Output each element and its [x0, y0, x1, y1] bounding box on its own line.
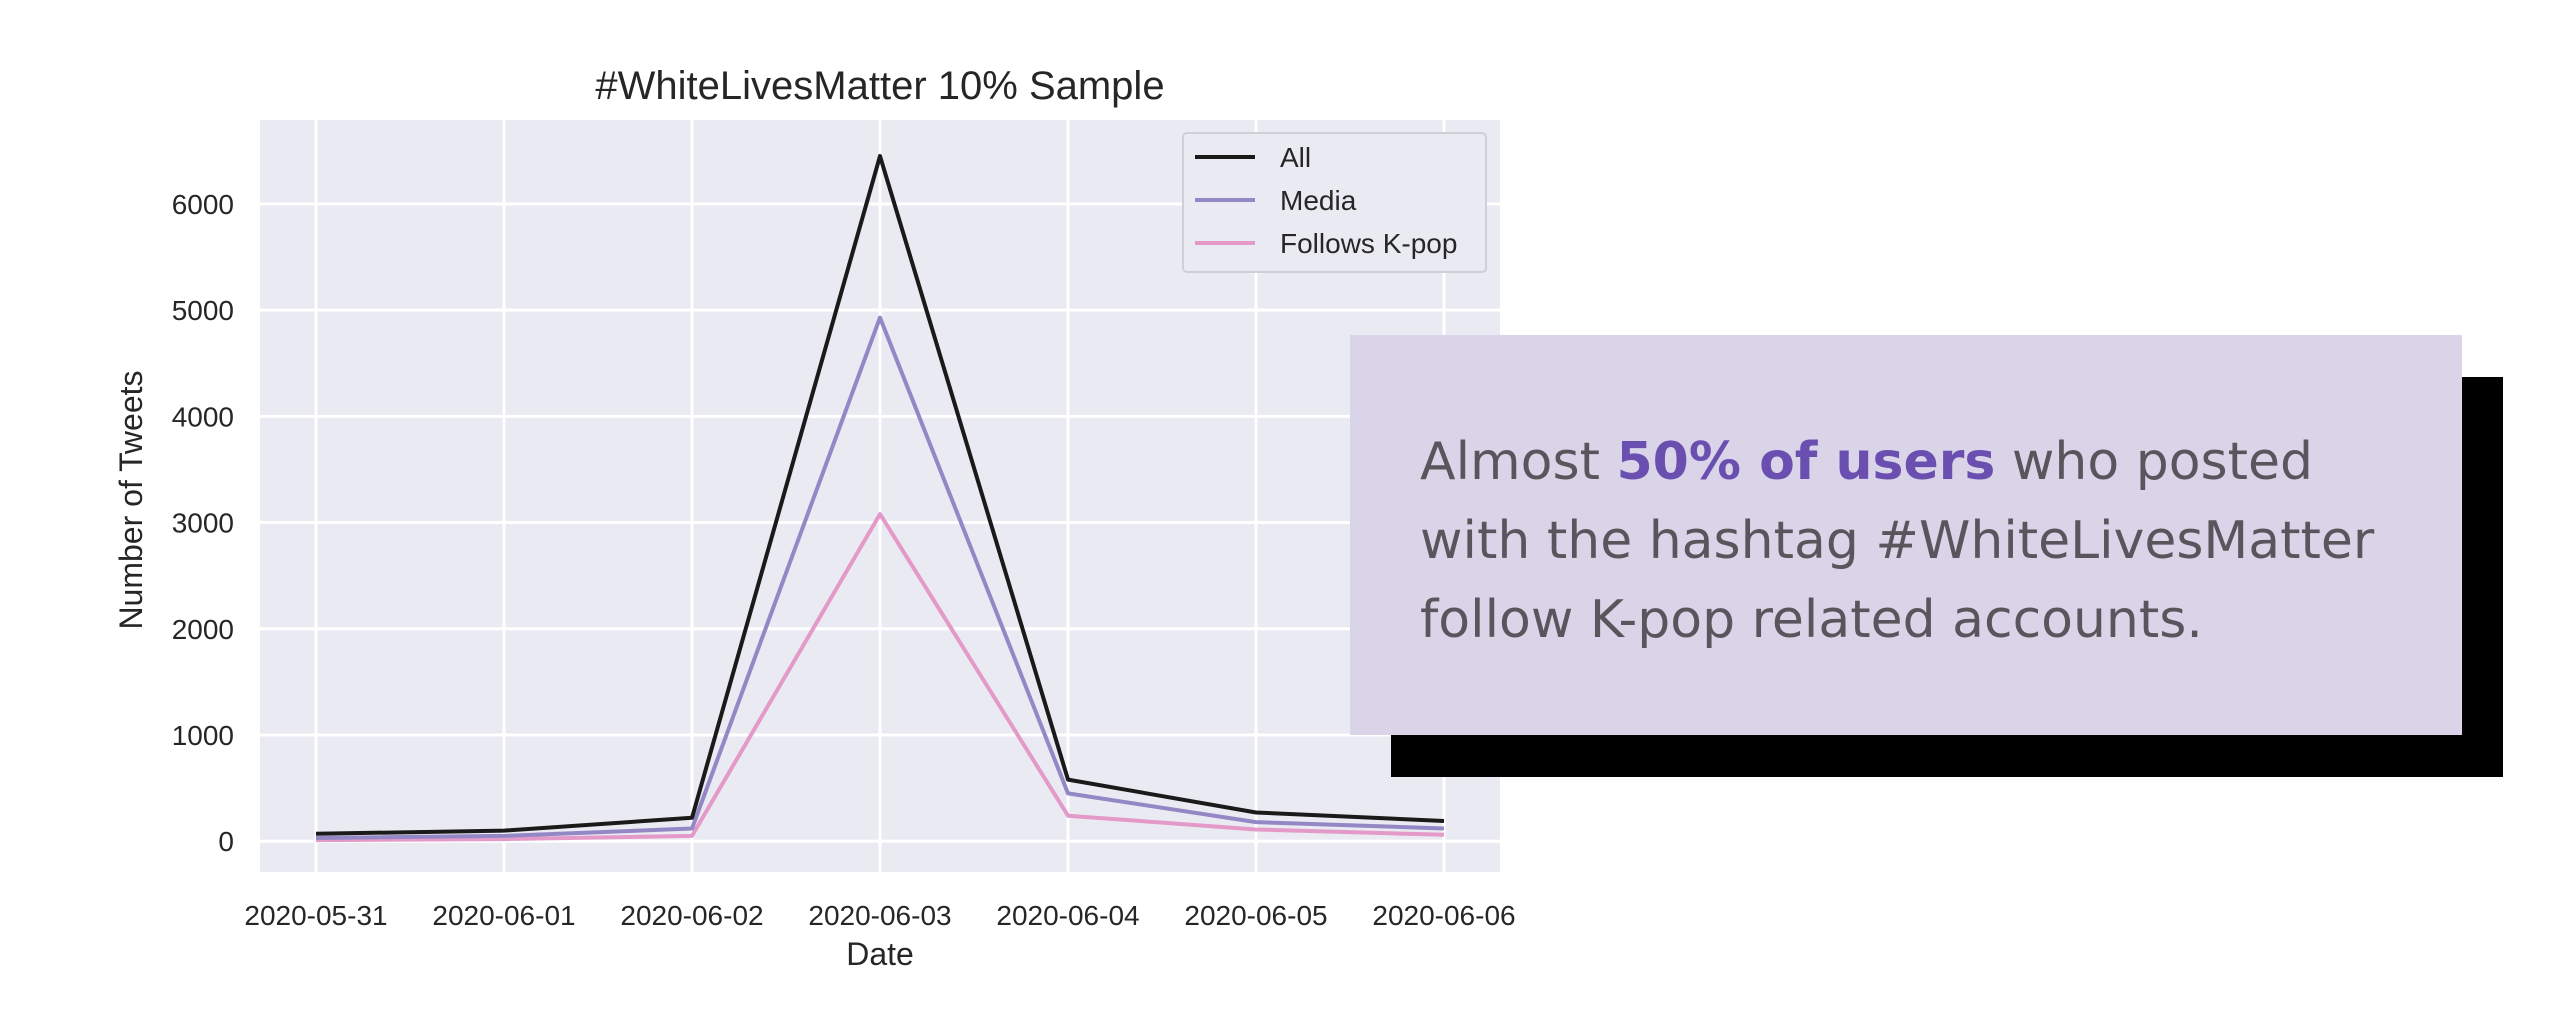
series-line-media: [315, 315, 1445, 840]
x-tick-label: 2020-06-04: [996, 900, 1139, 931]
x-tick-label: 2020-06-02: [620, 900, 763, 931]
x-axis-label: Date: [846, 936, 914, 972]
callout-emphasis: 50% of users: [1616, 432, 1996, 492]
legend-label: Follows K-pop: [1280, 228, 1457, 259]
callout-box: Almost 50% of users who posted with the …: [1350, 335, 2462, 735]
series-line-follows-k-pop: [315, 512, 1445, 843]
callout-prefix: Almost: [1420, 432, 1617, 492]
x-tick-label: 2020-06-01: [432, 900, 575, 931]
y-tick-label: 3000: [172, 508, 234, 539]
legend-label: Media: [1280, 185, 1357, 216]
y-tick-label: 5000: [172, 295, 234, 326]
chart-title: #WhiteLivesMatter 10% Sample: [595, 64, 1164, 108]
legend-frame: [1182, 132, 1487, 273]
y-tick-label: 1000: [172, 720, 234, 751]
series-lines: [315, 154, 1445, 843]
x-tick-label: 2020-06-05: [1184, 900, 1327, 931]
x-tick-label: 2020-06-03: [808, 900, 951, 931]
y-tick-label: 6000: [172, 189, 234, 220]
legend: All Media Follows K-pop: [1182, 132, 1487, 273]
callout-suffix: who posted with the hashtag #WhiteLivesM…: [1420, 432, 2375, 650]
y-tick-label: 0: [218, 826, 234, 857]
y-tick-label: 2000: [172, 614, 234, 645]
y-tick-label: 4000: [172, 401, 234, 432]
legend-label: All: [1280, 142, 1311, 173]
x-tick-label: 2020-06-06: [1372, 900, 1515, 931]
x-tick-label: 2020-05-31: [244, 900, 387, 931]
y-axis-label: Number of Tweets: [113, 370, 149, 629]
line-chart: 2020-05-31 2020-06-01 2020-06-02 2020-06-03…: [113, 64, 1516, 972]
series-line-all: [315, 154, 1445, 836]
callout-text: Almost 50% of users who posted with the …: [1420, 423, 2422, 660]
tick-labels: 2020-05-31 2020-06-01 2020-06-02 2020-06-03…: [172, 189, 1516, 931]
